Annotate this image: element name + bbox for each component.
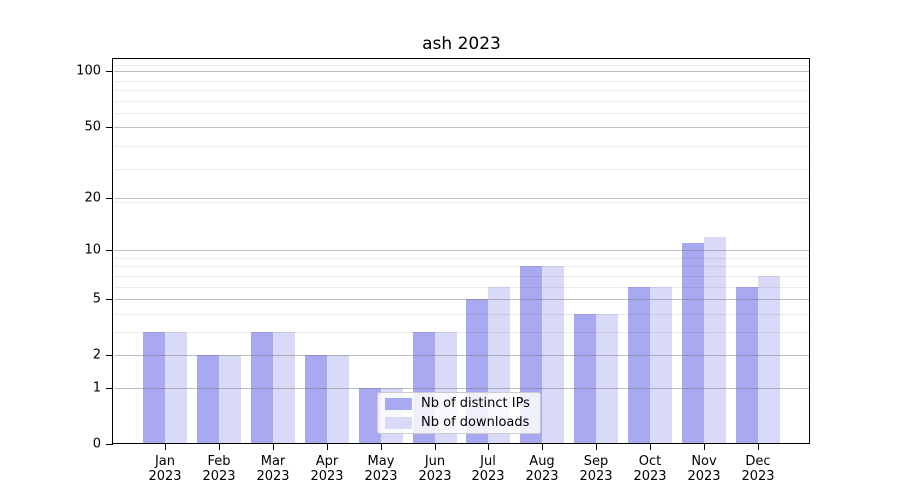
x-tick-label: Sep 2023	[579, 454, 613, 485]
minor-gridline	[114, 202, 809, 203]
major-gridline	[114, 250, 809, 251]
x-tick-label: Oct 2023	[633, 454, 667, 485]
bar-downloads-mar	[273, 332, 295, 444]
minor-gridline	[114, 332, 809, 333]
x-tick-label: Apr 2023	[310, 454, 344, 485]
bar-downloads-oct	[650, 287, 672, 444]
bar-downloads-feb	[219, 355, 241, 444]
y-tick-label: 1	[92, 380, 101, 396]
y-tick-label: 10	[84, 242, 101, 258]
major-gridline	[114, 388, 809, 389]
y-tick-mark	[106, 355, 113, 356]
minor-gridline	[114, 314, 809, 315]
bar-distinct-ips-sep	[574, 314, 596, 444]
major-gridline	[114, 299, 809, 300]
minor-gridline	[114, 258, 809, 259]
major-gridline	[114, 355, 809, 356]
legend-entry-distinct-ips: Nb of distinct IPs	[385, 396, 533, 411]
minor-gridline	[114, 276, 809, 277]
legend-entry-downloads: Nb of downloads	[385, 415, 533, 430]
y-tick-label: 0	[92, 436, 101, 452]
x-tick-mark	[488, 444, 489, 450]
y-tick-mark	[106, 198, 113, 199]
x-tick-label: Aug 2023	[525, 454, 559, 485]
minor-gridline	[114, 65, 809, 66]
major-gridline	[114, 198, 809, 199]
bar-distinct-ips-may	[359, 388, 381, 444]
y-tick-mark	[106, 250, 113, 251]
x-tick-mark	[650, 444, 651, 450]
y-tick-label: 100	[76, 63, 101, 79]
bar-distinct-ips-oct	[628, 287, 650, 444]
minor-gridline	[114, 146, 809, 147]
legend-label-downloads: Nb of downloads	[421, 415, 530, 430]
y-tick-label: 5	[92, 291, 101, 307]
major-gridline	[114, 71, 809, 72]
bar-downloads-apr	[327, 355, 349, 444]
y-tick-mark	[106, 299, 113, 300]
x-tick-mark	[219, 444, 220, 450]
x-tick-mark	[596, 444, 597, 450]
x-tick-mark	[758, 444, 759, 450]
minor-gridline	[114, 90, 809, 91]
y-tick-label: 50	[84, 119, 101, 135]
y-tick-label: 20	[84, 190, 101, 206]
bar-distinct-ips-dec	[736, 287, 758, 444]
bar-downloads-jan	[165, 332, 187, 444]
minor-gridline	[114, 81, 809, 82]
bar-distinct-ips-mar	[251, 332, 273, 444]
bar-downloads-sep	[596, 314, 618, 444]
bar-downloads-dec	[758, 276, 780, 444]
x-tick-label: Jan 2023	[148, 454, 182, 485]
legend-swatch-distinct-ips	[385, 397, 412, 410]
minor-gridline	[114, 169, 809, 170]
x-tick-label: Mar 2023	[256, 454, 290, 485]
bar-downloads-aug	[542, 266, 564, 444]
y-tick-mark	[106, 388, 113, 389]
x-tick-mark	[273, 444, 274, 450]
minor-gridline	[114, 113, 809, 114]
y-tick-mark	[106, 127, 113, 128]
x-tick-label: Nov 2023	[687, 454, 721, 485]
y-tick-label: 2	[92, 347, 101, 363]
major-gridline	[114, 127, 809, 128]
bar-distinct-ips-nov	[682, 243, 704, 444]
legend-label-distinct-ips: Nb of distinct IPs	[421, 396, 530, 411]
x-tick-mark	[165, 444, 166, 450]
y-tick-mark	[106, 444, 113, 445]
minor-gridline	[114, 287, 809, 288]
minor-gridline	[114, 266, 809, 267]
x-tick-mark	[381, 444, 382, 450]
x-tick-label: Jul 2023	[471, 454, 505, 485]
bar-downloads-nov	[704, 237, 726, 444]
bar-distinct-ips-jan	[143, 332, 165, 444]
x-tick-mark	[542, 444, 543, 450]
legend: Nb of distinct IPs Nb of downloads	[377, 392, 541, 434]
bar-distinct-ips-feb	[197, 355, 219, 444]
x-tick-mark	[704, 444, 705, 450]
x-tick-label: May 2023	[364, 454, 398, 485]
legend-swatch-downloads	[385, 416, 412, 429]
x-tick-mark	[435, 444, 436, 450]
x-tick-label: Dec 2023	[741, 454, 775, 485]
x-tick-label: Feb 2023	[202, 454, 236, 485]
minor-gridline	[114, 101, 809, 102]
x-tick-label: Jun 2023	[418, 454, 452, 485]
y-tick-mark	[106, 71, 113, 72]
x-tick-mark	[327, 444, 328, 450]
bar-distinct-ips-apr	[305, 355, 327, 444]
chart-title: ash 2023	[422, 34, 501, 54]
